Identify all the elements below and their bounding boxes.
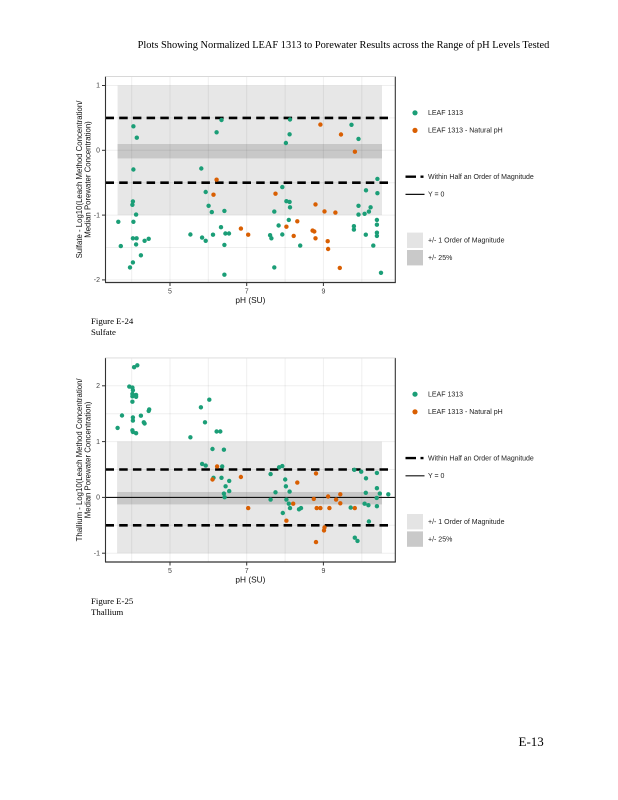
svg-text:+/- 1 Order of Magnitude: +/- 1 Order of Magnitude (428, 238, 505, 245)
svg-text:Median Porewater Concentration: Median Porewater Concentration) (83, 401, 92, 518)
svg-text:LEAF 1313: LEAF 1313 (428, 392, 463, 399)
svg-text:0: 0 (96, 495, 100, 502)
svg-text:0: 0 (96, 148, 100, 155)
svg-text:Thallium - Log10(Leach Method: Thallium - Log10(Leach Method Concentrat… (75, 378, 84, 542)
svg-text:LEAF 1313 - Natural pH: LEAF 1313 - Natural pH (428, 409, 503, 416)
svg-text:pH (SU): pH (SU) (235, 295, 265, 305)
svg-text:-1: -1 (94, 212, 100, 219)
svg-text:2: 2 (96, 383, 100, 390)
svg-text:1: 1 (96, 83, 100, 90)
svg-text:+/- 25%: +/- 25% (428, 536, 452, 543)
svg-text:Y = 0: Y = 0 (428, 192, 445, 199)
svg-text:9: 9 (321, 568, 325, 575)
svg-text:pH (SU): pH (SU) (235, 575, 265, 585)
svg-text:Y = 0: Y = 0 (428, 473, 445, 480)
svg-text:LEAF 1313: LEAF 1313 (428, 110, 463, 117)
svg-text:-2: -2 (94, 277, 100, 284)
svg-text:Sulfate - Log10(Leach Method C: Sulfate - Log10(Leach Method Concentrati… (75, 100, 84, 259)
svg-text:Within Half an Order of Magnit: Within Half an Order of Magnitude (428, 455, 534, 462)
svg-text:7: 7 (245, 289, 249, 296)
svg-text:5: 5 (168, 568, 172, 575)
svg-text:-1: -1 (94, 550, 100, 557)
svg-text:+/- 1 Order of Magnitude: +/- 1 Order of Magnitude (428, 519, 505, 526)
svg-text:Median Porewater Concentration: Median Porewater Concentration) (83, 121, 92, 238)
svg-text:5: 5 (168, 289, 172, 296)
svg-text:+/- 25%: +/- 25% (428, 255, 452, 262)
svg-text:9: 9 (321, 289, 325, 296)
svg-text:Within Half an Order of Magnit: Within Half an Order of Magnitude (428, 174, 534, 181)
svg-text:1: 1 (96, 439, 100, 446)
svg-text:7: 7 (245, 568, 249, 575)
svg-text:LEAF 1313 - Natural pH: LEAF 1313 - Natural pH (428, 128, 503, 135)
